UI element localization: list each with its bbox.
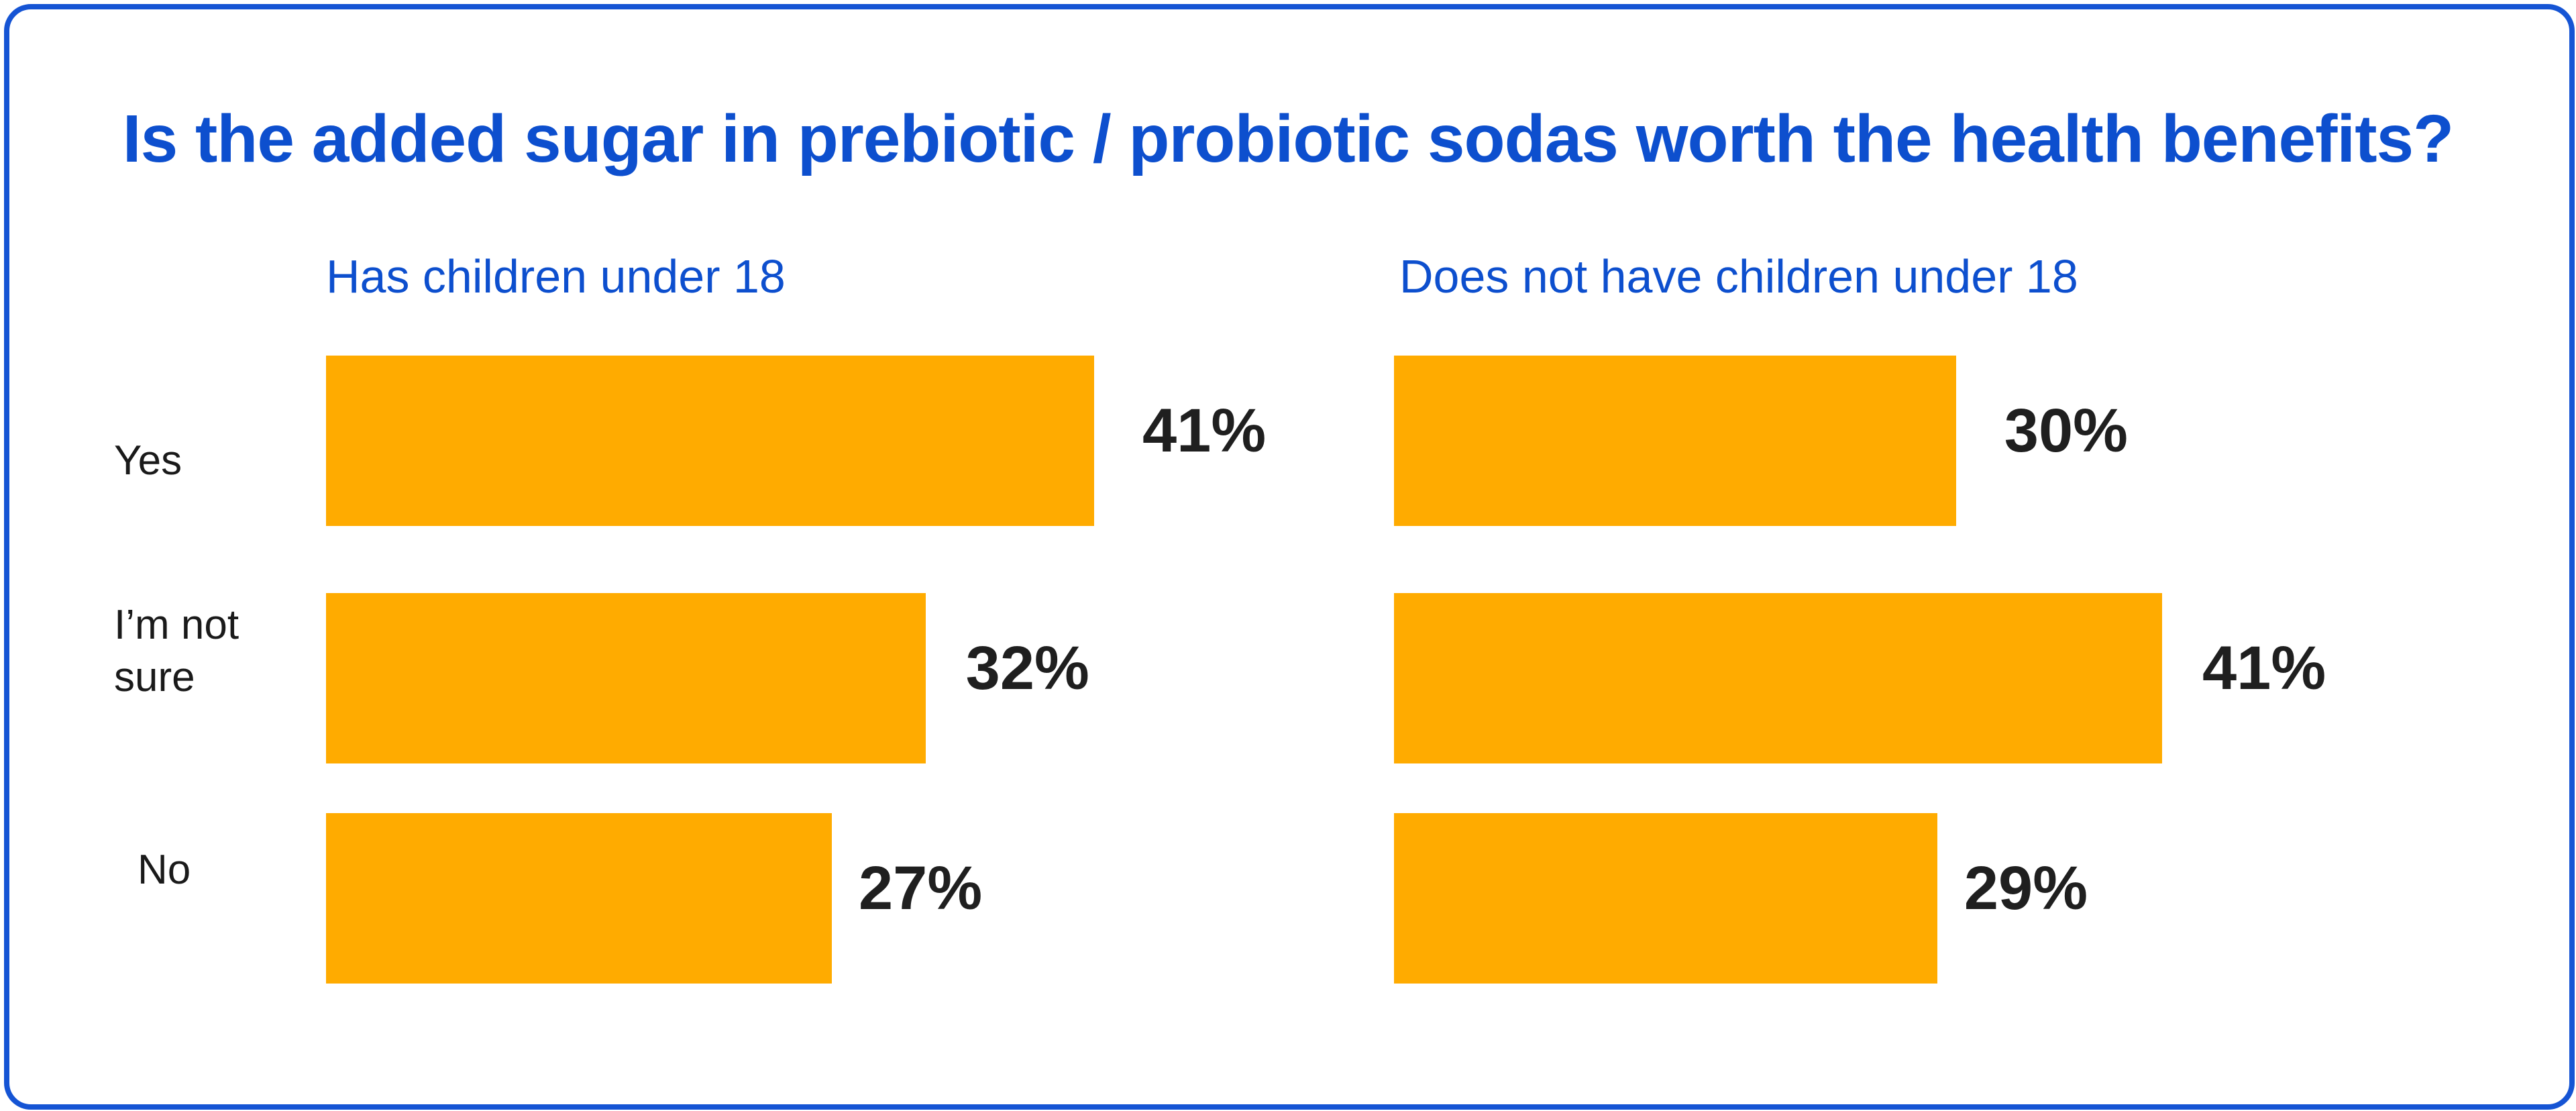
panel-title-no-children: Does not have children under 18 (1399, 250, 2078, 303)
value-label-no-children-2: 29% (1964, 854, 2088, 922)
bar-has-children-1 (326, 593, 926, 763)
bar-has-children-2 (326, 813, 833, 984)
bar-no-children-2 (1394, 813, 1937, 984)
value-label-no-children-0: 30% (2004, 396, 2128, 465)
row-label-no: No (138, 847, 191, 893)
row-label-yes: Yes (114, 437, 182, 484)
value-label-has-children-1: 32% (965, 634, 1089, 702)
bar-no-children-1 (1394, 593, 2162, 763)
row-label-not-sure: I’m not sure (114, 602, 239, 700)
value-label-has-children-2: 27% (859, 854, 983, 922)
bar-has-children-0 (326, 356, 1094, 526)
chart-title: Is the added sugar in prebiotic / probio… (122, 101, 2454, 176)
value-label-no-children-1: 41% (2202, 634, 2326, 702)
bar-no-children-0 (1394, 356, 1956, 526)
value-label-has-children-0: 41% (1142, 396, 1267, 465)
panel-title-has-children: Has children under 18 (326, 250, 786, 303)
